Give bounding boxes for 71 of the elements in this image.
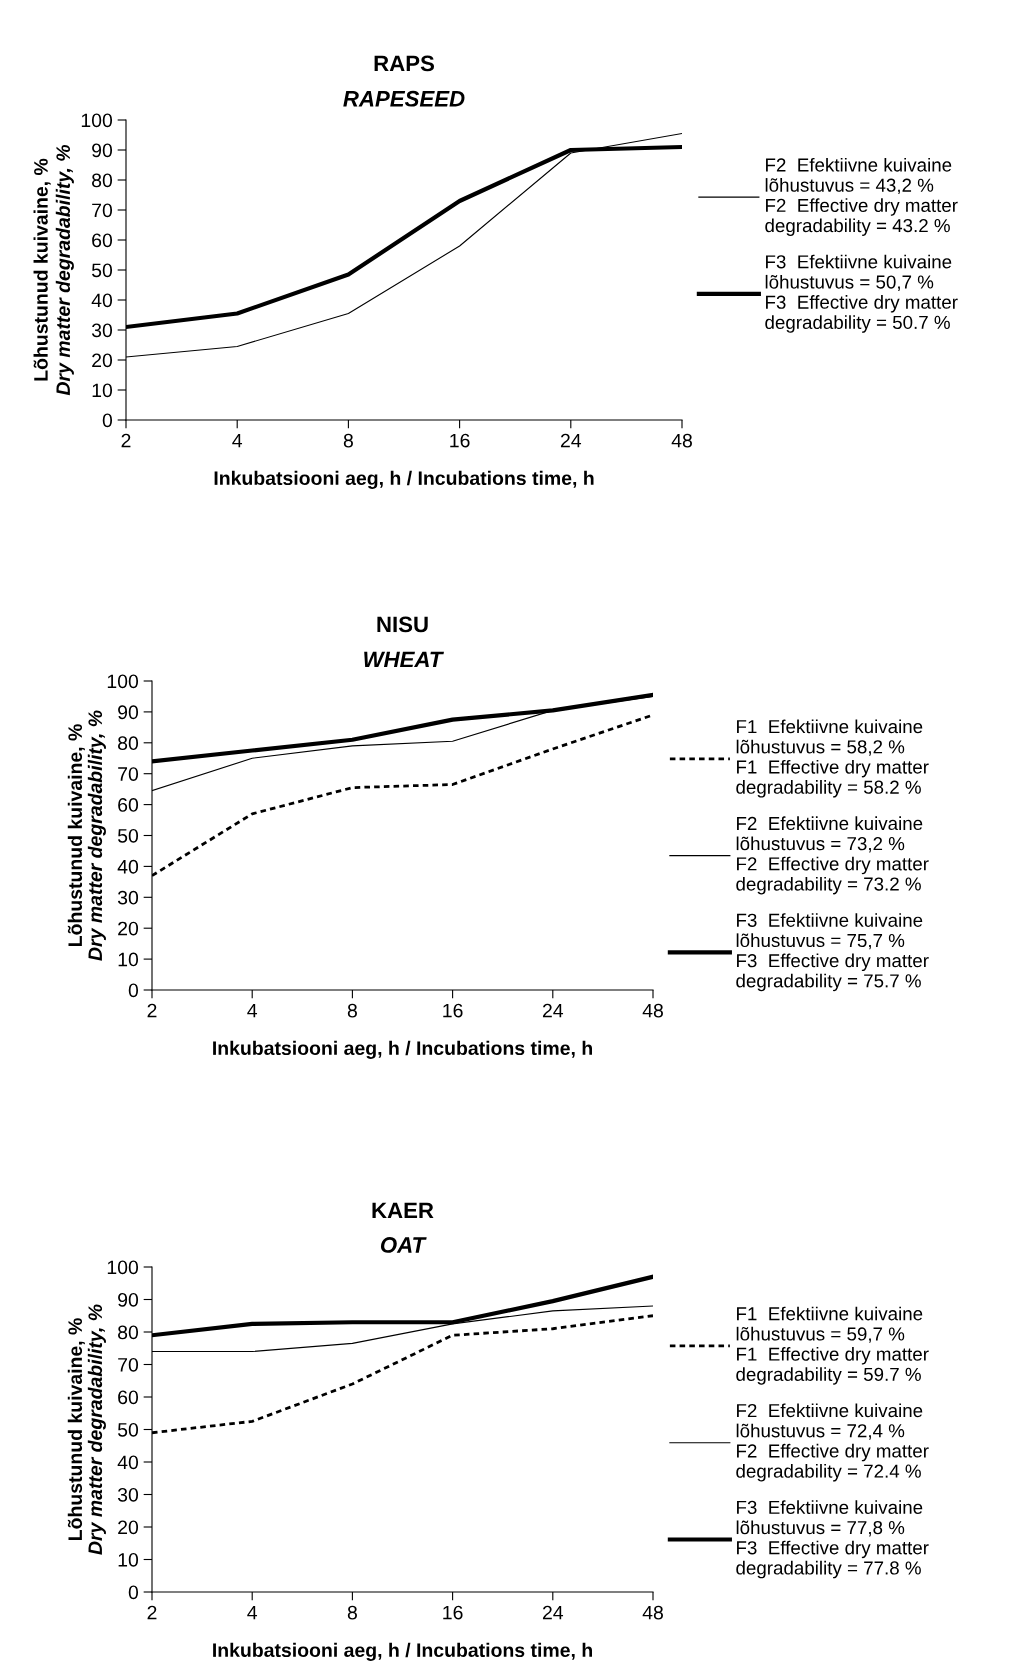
x-tick-label: 24 (542, 1605, 564, 1620)
y-tick-label: 10 (92, 383, 113, 398)
x-axis-title: Inkubatsiooni aeg, h / Incubations time, h (213, 1040, 592, 1059)
y-tick-label: 90 (92, 143, 113, 158)
chart-title: RAPS (374, 55, 434, 72)
y-tick-label: 50 (117, 1422, 139, 1437)
y-tick-label: 60 (118, 1390, 139, 1405)
x-tick-label: 8 (347, 1003, 357, 1018)
y-tick-label: 0 (128, 1585, 139, 1600)
x-tick-label: 48 (671, 433, 692, 448)
x-tick-label: 4 (232, 433, 243, 448)
x-tick-label: 16 (443, 1003, 463, 1018)
y-tick-label: 70 (118, 767, 139, 781)
x-tick-label: 48 (642, 1605, 663, 1620)
x-tick-label: 24 (560, 433, 582, 448)
y-tick-label: 100 (107, 674, 139, 689)
y-axis-title: Lõhustunud kuivaine, % Dry matter degradability, % (33, 145, 74, 396)
legend-label: F2 Efektiivne kuivaine lõhustuvus = 72,4 % F2 Effective dry matter degradability = 72.4 % (736, 1403, 929, 1482)
x-axis-title: Inkubatsiooni aeg, h / Incubations time, h (213, 1642, 592, 1661)
x-axis-title: Inkubatsiooni aeg, h / Incubations time, h (214, 470, 594, 489)
y-tick-label: 30 (91, 323, 113, 338)
y-tick-label: 60 (92, 233, 113, 248)
legend-label: F3 Efektiivne kuivaine lõhustuvus = 50,7 % F3 Effective dry matter degradability = 50.7 % (765, 254, 958, 333)
x-tick-label: 2 (121, 433, 131, 448)
y-tick-label: 40 (117, 1455, 139, 1470)
legend-label: F1 Efektiivne kuivaine lõhustuvus = 59,7 % F1 Effective dry matter degradability = 59.7 % (736, 1306, 929, 1385)
y-tick-label: 10 (118, 1552, 139, 1567)
y-tick-label: 100 (107, 1260, 139, 1275)
x-tick-label: 16 (450, 433, 470, 448)
y-tick-label: 80 (118, 1325, 139, 1340)
y-tick-label: 20 (118, 921, 139, 936)
y-tick-label: 80 (92, 173, 113, 188)
y-tick-label: 70 (92, 203, 113, 218)
y-tick-label: 50 (91, 263, 113, 278)
chart-title: KAER (372, 1202, 434, 1219)
y-tick-label: 20 (92, 353, 113, 368)
legend-label: F3 Efektiivne kuivaine lõhustuvus = 75,7 % F3 Effective dry matter degradability = 75.7 % (736, 913, 929, 992)
legend-label: F1 Efektiivne kuivaine lõhustuvus = 58,2 % F1 Effective dry matter degradability = 58.2 % (736, 719, 929, 798)
y-tick-label: 20 (118, 1520, 139, 1535)
x-tick-label: 2 (147, 1605, 157, 1620)
y-tick-label: 100 (81, 113, 113, 128)
x-tick-label: 24 (542, 1003, 564, 1018)
y-tick-label: 70 (118, 1357, 139, 1372)
y-tick-label: 30 (117, 890, 139, 905)
chart-title: NISU (377, 616, 428, 633)
y-tick-label: 10 (118, 952, 139, 967)
y-tick-label: 40 (91, 293, 113, 308)
legend-label: F2 Efektiivne kuivaine lõhustuvus = 43,2 % F2 Effective dry matter degradability = 43.2 % (765, 157, 958, 236)
y-axis-title: Lõhustunud kuivaine, % Dry matter degradability, % (67, 1304, 106, 1555)
y-axis-title: Lõhustunud kuivaine, % Dry matter degradability, % (67, 710, 106, 961)
y-tick-label: 30 (117, 1487, 139, 1502)
x-tick-label: 2 (147, 1003, 157, 1018)
chart-subtitle: WHEAT (364, 651, 444, 668)
x-tick-label: 16 (443, 1605, 463, 1620)
y-tick-label: 80 (118, 736, 139, 751)
y-tick-label: 90 (118, 705, 139, 720)
chart-subtitle: OAT (380, 1237, 427, 1253)
y-tick-label: 90 (118, 1292, 139, 1307)
x-tick-label: 4 (247, 1003, 258, 1018)
y-tick-label: 0 (102, 413, 113, 428)
x-tick-label: 48 (642, 1003, 663, 1018)
x-tick-label: 8 (347, 1605, 357, 1620)
y-tick-label: 60 (118, 798, 139, 812)
x-tick-label: 4 (247, 1605, 258, 1620)
chart-subtitle: RAPESEED (343, 90, 465, 107)
y-tick-label: 50 (117, 828, 139, 843)
x-tick-label: 8 (343, 433, 353, 448)
legend-label: F3 Efektiivne kuivaine lõhustuvus = 77,8 % F3 Effective dry matter degradability = 77.8 % (736, 1500, 929, 1579)
legend-label: F2 Efektiivne kuivaine lõhustuvus = 73,2 % F2 Effective dry matter degradability = 73.2 % (736, 816, 929, 895)
y-tick-label: 0 (128, 983, 139, 998)
y-tick-label: 40 (117, 859, 139, 874)
